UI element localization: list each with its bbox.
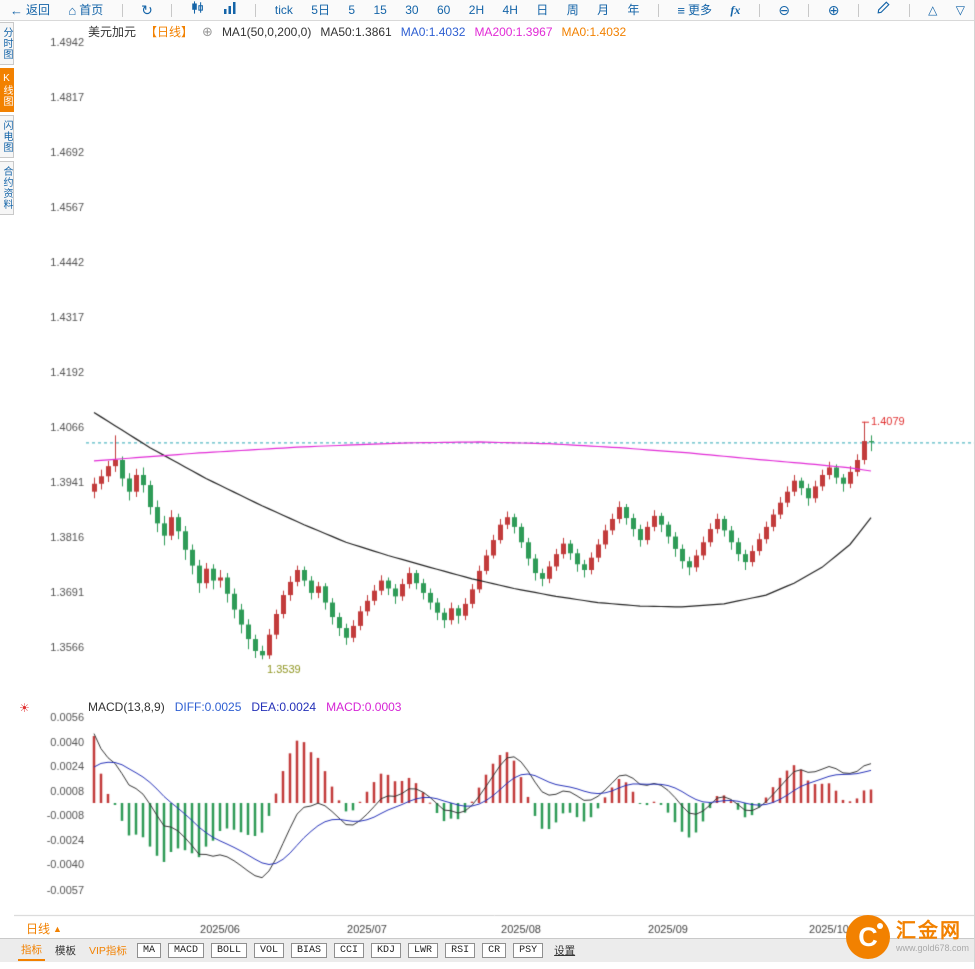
interval-15m[interactable]: 15 — [373, 3, 387, 17]
ma0-value-blue: MA0:1.4032 — [400, 24, 466, 39]
macd-value: MACD:0.0003 — [326, 699, 402, 714]
toolbar-separator — [255, 3, 257, 17]
macd-header: MACD(13,8,9) DIFF:0.0025 DEA:0.0024 MACD… — [88, 699, 401, 714]
interval-2h[interactable]: 2H — [468, 3, 485, 17]
ma50-value: MA50:1.3861 — [320, 24, 392, 39]
scroll-down-button[interactable]: ▽ — [956, 0, 965, 20]
sidebar-tab-contract-info[interactable]: 合约资料 — [0, 161, 14, 215]
site-watermark: C 汇金网 www.gold678.com — [845, 915, 969, 959]
indicator-kdj-button[interactable]: KDJ — [371, 943, 402, 958]
scroll-up-button[interactable]: △ — [928, 0, 937, 20]
indicator-psy-button[interactable]: PSY — [513, 943, 544, 958]
dropdown-up-icon: ▲ — [53, 923, 62, 934]
period-label: 【日线】 — [145, 25, 194, 39]
diff-value: DIFF:0.0025 — [174, 699, 242, 714]
more-button[interactable]: ≡ 更多 — [677, 0, 712, 20]
toolbar-separator — [758, 3, 760, 17]
interval-30m[interactable]: 30 — [405, 3, 419, 17]
interval-5m[interactable]: 5 — [348, 3, 356, 17]
triangle-up-icon: △ — [928, 3, 938, 17]
menu-icon: ≡ — [677, 2, 685, 18]
indicator-vol-button[interactable]: VOL — [253, 943, 284, 958]
draw-button[interactable] — [877, 0, 890, 20]
more-label: 更多 — [687, 3, 712, 17]
interval-4h[interactable]: 4H — [502, 3, 518, 17]
chart-type-sidebar: 分时图 K线图 闪电图 合约资料 — [0, 22, 14, 215]
toolbar-separator — [121, 3, 123, 17]
fx-indicator-button[interactable]: fx — [730, 3, 741, 17]
tab-indicators[interactable]: 指标 — [18, 940, 45, 961]
back-icon: ← — [10, 2, 23, 18]
refresh-button[interactable]: ↻ — [141, 0, 153, 20]
zoom-out-icon: ⊖ — [778, 2, 790, 18]
interval-5d[interactable]: 5日 — [311, 3, 330, 17]
home-button[interactable]: ⌂ 首页 — [68, 0, 103, 20]
top-toolbar: ← 返回 ⌂ 首页 ↻ tic — [0, 0, 974, 21]
tab-templates[interactable]: 模板 — [55, 945, 76, 957]
indicator-cci-button[interactable]: CCI — [334, 943, 365, 958]
indicator-ma-button[interactable]: MA — [136, 943, 161, 958]
toolbar-separator — [171, 3, 173, 17]
home-icon: ⌂ — [68, 2, 77, 18]
zoom-in-icon: ⊕ — [827, 2, 840, 18]
indicator-macd-button[interactable]: MACD — [167, 943, 204, 958]
indicator-boll-button[interactable]: BOLL — [210, 943, 247, 958]
indicator-toolbar: 指标 模板 VIP指标 MA MACD BOLL VOL BIAS CCI KD… — [0, 938, 974, 962]
interval-tick[interactable]: tick — [274, 3, 293, 17]
candlestick-style-button[interactable] — [191, 0, 205, 20]
brand-url: www.gold678.com — [895, 943, 969, 954]
ma200-value: MA200:1.3967 — [474, 24, 553, 39]
interval-month[interactable]: 月 — [597, 3, 610, 17]
settings-button[interactable]: 设置 — [554, 945, 576, 957]
indicator-settings-sun-icon[interactable]: ☀ — [19, 701, 30, 715]
period-dropdown[interactable]: 日线 ▲ — [26, 920, 62, 937]
back-label: 返回 — [26, 3, 51, 17]
candlestick-chart-icon — [191, 0, 205, 20]
zoom-out-button[interactable]: ⊖ — [778, 0, 790, 20]
symbol-name: 美元加元 — [88, 25, 137, 39]
price-chart-canvas[interactable] — [14, 21, 974, 938]
pencil-icon — [877, 0, 890, 20]
ma0-value-orange: MA0:1.4032 — [561, 24, 627, 39]
interval-60m[interactable]: 60 — [437, 3, 451, 17]
toolbar-separator — [908, 3, 910, 17]
macd-title: MACD(13,8,9) — [88, 699, 165, 714]
brand-logo-icon: C — [845, 915, 890, 959]
indicator-cr-button[interactable]: CR — [482, 943, 507, 958]
indicator-bias-button[interactable]: BIAS — [291, 943, 328, 958]
home-label: 首页 — [79, 3, 104, 17]
toolbar-separator — [657, 3, 659, 17]
dea-value: DEA:0.0024 — [251, 699, 317, 714]
tab-vip-indicators[interactable]: VIP指标 — [89, 945, 127, 957]
interval-year[interactable]: 年 — [627, 3, 640, 17]
toolbar-separator — [857, 3, 859, 17]
triangle-down-icon: ▽ — [955, 3, 965, 17]
interval-week[interactable]: 周 — [566, 3, 579, 17]
indicator-rsi-button[interactable]: RSI — [445, 943, 476, 958]
zoom-in-button[interactable]: ⊕ — [828, 0, 840, 20]
brand-name: 汇金网 — [895, 920, 962, 943]
interval-day[interactable]: 日 — [536, 3, 549, 17]
add-overlay-button[interactable]: ⊕ — [202, 24, 213, 39]
ma-settings-label: MA1(50,0,200,0) — [221, 24, 312, 39]
sidebar-tab-timeline[interactable]: 分时图 — [0, 22, 14, 65]
sidebar-tab-lightning[interactable]: 闪电图 — [0, 115, 14, 158]
refresh-icon: ↻ — [141, 2, 153, 18]
bar-chart-icon — [223, 0, 237, 20]
chart-header: 美元加元 【日线】 ⊕ MA1(50,0,200,0) MA50:1.3861 … — [88, 24, 627, 40]
bar-style-button[interactable] — [223, 0, 237, 20]
sidebar-tab-kline[interactable]: K线图 — [0, 68, 14, 112]
back-button[interactable]: ← 返回 — [10, 0, 50, 20]
indicator-lwr-button[interactable]: LWR — [408, 943, 439, 958]
period-dropdown-label: 日线 — [26, 922, 51, 936]
toolbar-separator — [808, 3, 810, 17]
